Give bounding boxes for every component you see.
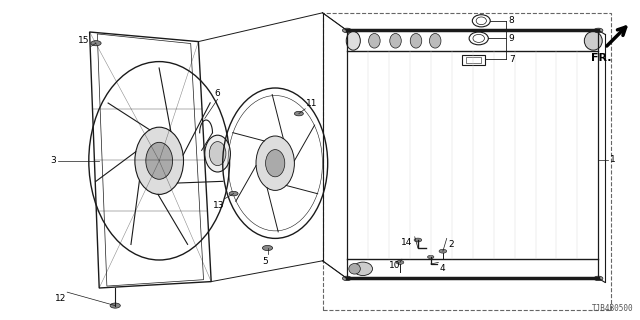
Text: 1: 1 (610, 156, 616, 164)
Circle shape (594, 28, 603, 33)
Circle shape (262, 245, 273, 251)
Text: FR.: FR. (591, 53, 612, 63)
Ellipse shape (429, 34, 441, 48)
Text: 9: 9 (509, 34, 515, 43)
Ellipse shape (390, 34, 401, 48)
Ellipse shape (353, 262, 372, 276)
Ellipse shape (349, 263, 360, 274)
Text: TJB4B0500: TJB4B0500 (592, 304, 634, 313)
Text: 8: 8 (509, 16, 515, 25)
Ellipse shape (256, 136, 294, 190)
Text: 6: 6 (215, 89, 220, 98)
Circle shape (91, 41, 101, 46)
Text: 5: 5 (263, 257, 268, 266)
Ellipse shape (146, 142, 173, 179)
Bar (462, 55, 485, 65)
Ellipse shape (410, 34, 422, 48)
Circle shape (439, 249, 447, 253)
Circle shape (414, 238, 422, 242)
Circle shape (342, 276, 351, 281)
Circle shape (110, 303, 120, 308)
Ellipse shape (205, 135, 230, 172)
Ellipse shape (369, 34, 380, 48)
Bar (323, 13, 611, 310)
Ellipse shape (346, 31, 360, 50)
Circle shape (229, 191, 238, 196)
Text: 14: 14 (401, 238, 413, 247)
Ellipse shape (209, 141, 226, 166)
Text: 13: 13 (212, 201, 224, 210)
Text: 3: 3 (51, 156, 56, 165)
Text: 11: 11 (306, 99, 317, 108)
Ellipse shape (584, 31, 602, 50)
Ellipse shape (135, 127, 184, 194)
Text: 10: 10 (388, 261, 400, 270)
Bar (466, 57, 481, 63)
Text: 12: 12 (54, 294, 66, 303)
Circle shape (342, 28, 351, 33)
Text: 4: 4 (440, 264, 445, 273)
Circle shape (428, 255, 434, 259)
Ellipse shape (266, 149, 285, 177)
Circle shape (294, 111, 303, 116)
Text: 2: 2 (448, 240, 454, 249)
Text: 7: 7 (509, 55, 515, 64)
Circle shape (396, 260, 404, 264)
Circle shape (594, 276, 603, 281)
Text: 15: 15 (78, 36, 90, 45)
